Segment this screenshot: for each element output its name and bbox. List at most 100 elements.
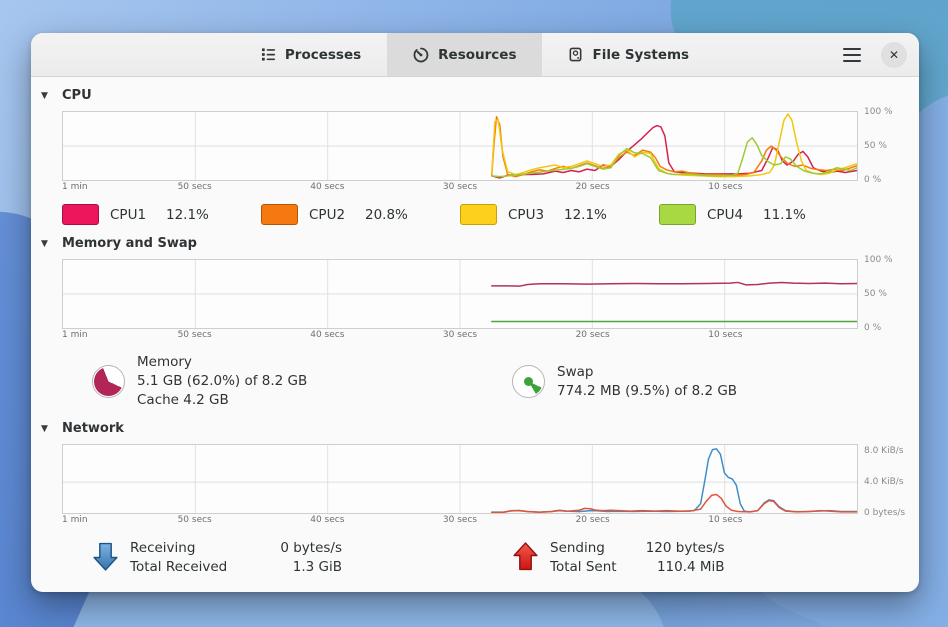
- cpu-section-header[interactable]: ▼ CPU: [31, 77, 919, 108]
- tab-file-systems[interactable]: File Systems: [542, 33, 715, 76]
- memory-title: Memory: [137, 354, 192, 370]
- memory-usage: 5.1 GB (62.0%) of 8.2 GB: [137, 373, 308, 389]
- y-tick-label: 50 %: [864, 141, 887, 151]
- system-monitor-window: Processes Resources File Systems: [31, 33, 919, 592]
- hamburger-menu-icon[interactable]: [841, 47, 863, 63]
- cpu3-label: CPU3: [508, 206, 545, 223]
- cpu4-color-swatch: [659, 204, 696, 225]
- memory-x-axis-labels: 1 min 50 secs 40 secs 30 secs 20 secs 10 secs: [62, 330, 858, 343]
- y-tick-label: 4.0 KiB/s: [864, 477, 904, 488]
- processes-icon: [261, 48, 275, 61]
- tab-resources[interactable]: Resources: [387, 33, 543, 76]
- memory-chart: 100 % 50 % 0 %: [62, 255, 893, 333]
- y-tick-label: 50 %: [864, 289, 887, 299]
- network-chart: 8.0 KiB/s 4.0 KiB/s 0 bytes/s: [62, 444, 905, 518]
- tab-label: Resources: [438, 46, 517, 63]
- memory-section: ▼ Memory and Swap 100 % 50 % 0 % 1 min 50 s…: [31, 225, 919, 410]
- swap-title: Swap: [557, 363, 594, 380]
- memory-info: Memory 5.1 GB (62.0%) of 8.2 GB Cache 4.…: [92, 353, 512, 410]
- cpu-legend: CPU1 12.1% CPU2 20.8% CPU3 12.1% CPU4 11…: [62, 204, 858, 225]
- cpu-chart: 100 % 50 % 0 %: [62, 107, 893, 185]
- receiving-info: Receiving 0 bytes/s Total Received 1.3 G…: [92, 539, 512, 577]
- cpu-section: ▼ CPU 100 % 50 % 0 % 1 min 50 secs 40 secs 30…: [31, 77, 919, 225]
- receiving-label: Receiving: [130, 540, 196, 556]
- cpu2-value: 20.8%: [365, 206, 408, 223]
- memory-section-title: Memory and Swap: [62, 236, 197, 251]
- y-tick-label: 0 %: [864, 175, 882, 185]
- resources-icon: [413, 47, 429, 62]
- x-tick-label: 10 secs: [708, 182, 743, 192]
- tab-processes[interactable]: Processes: [235, 33, 387, 76]
- sending-up-arrow-icon: [513, 542, 538, 571]
- cpu2-legend-item: CPU2 20.8%: [261, 204, 460, 225]
- x-tick-label: 40 secs: [310, 330, 345, 340]
- x-tick-label: 10 secs: [708, 330, 743, 340]
- cpu2-color-swatch: [261, 204, 298, 225]
- sending-info: Sending 120 bytes/s Total Sent 110.4 MiB: [512, 539, 879, 577]
- collapse-triangle-icon: ▼: [41, 238, 48, 249]
- cpu1-legend-item: CPU1 12.1%: [62, 204, 261, 225]
- network-x-axis-labels: 1 min 50 secs 40 secs 30 secs 20 secs 10 secs: [62, 515, 858, 528]
- swap-usage: 774.2 MB (9.5%) of 8.2 GB: [557, 382, 738, 399]
- x-tick-label: 30 secs: [442, 182, 478, 192]
- cpu-x-axis-labels: 1 min 50 secs 40 secs 30 secs 20 secs 10 secs: [62, 182, 858, 195]
- y-tick-label: 100 %: [864, 255, 893, 265]
- network-section-header[interactable]: ▼ Network: [31, 410, 919, 441]
- sending-label: Sending: [550, 540, 605, 556]
- memory-info-row: Memory 5.1 GB (62.0%) of 8.2 GB Cache 4.…: [92, 353, 879, 410]
- cpu-y-axis-labels: 100 % 50 % 0 %: [857, 107, 917, 185]
- y-tick-label: 100 %: [864, 107, 893, 117]
- total-received-value: 1.3 GiB: [292, 559, 342, 575]
- cpu2-label: CPU2: [309, 206, 346, 223]
- cpu3-legend-item: CPU3 12.1%: [460, 204, 659, 225]
- cpu3-color-swatch: [460, 204, 497, 225]
- cpu1-label: CPU1: [110, 206, 147, 223]
- swap-info: Swap 774.2 MB (9.5%) of 8.2 GB: [512, 353, 879, 410]
- total-sent-label: Total Sent: [550, 559, 617, 575]
- x-tick-label: 10 secs: [708, 515, 743, 525]
- total-received-label: Total Received: [130, 559, 228, 575]
- receiving-down-arrow-icon: [93, 542, 118, 571]
- x-tick-label: 30 secs: [442, 330, 478, 340]
- x-tick-label: 50 secs: [177, 515, 212, 525]
- y-tick-label: 0 bytes/s: [864, 508, 906, 518]
- titlebar: Processes Resources File Systems: [31, 33, 919, 77]
- collapse-triangle-icon: ▼: [41, 90, 48, 101]
- x-tick-label: 1 min: [62, 515, 88, 525]
- collapse-triangle-icon: ▼: [41, 423, 48, 434]
- x-tick-label: 20 secs: [575, 182, 610, 192]
- x-tick-label: 40 secs: [310, 182, 345, 192]
- cpu4-label: CPU4: [707, 206, 744, 223]
- window-controls: ✕: [841, 33, 907, 77]
- total-sent-value: 110.4 MiB: [656, 559, 725, 575]
- sending-rate: 120 bytes/s: [645, 540, 725, 556]
- close-button[interactable]: ✕: [881, 42, 907, 68]
- cpu4-legend-item: CPU4 11.1%: [659, 204, 858, 225]
- memory-section-header[interactable]: ▼ Memory and Swap: [31, 225, 919, 256]
- cpu4-value: 11.1%: [763, 206, 806, 223]
- y-tick-label: 0 %: [864, 323, 882, 333]
- x-tick-label: 30 secs: [442, 515, 478, 525]
- cpu-section-title: CPU: [62, 88, 92, 103]
- network-info-row: Receiving 0 bytes/s Total Received 1.3 G…: [92, 539, 879, 577]
- tab-label: File Systems: [592, 46, 690, 63]
- memory-pie-icon: [92, 365, 125, 398]
- x-tick-label: 1 min: [62, 182, 88, 192]
- memory-y-axis-labels: 100 % 50 % 0 %: [857, 255, 917, 333]
- cpu1-value: 12.1%: [166, 206, 209, 223]
- memory-cache: Cache 4.2 GB: [137, 392, 229, 408]
- x-tick-label: 20 secs: [575, 330, 610, 340]
- close-icon: ✕: [888, 48, 900, 62]
- view-tabs: Processes Resources File Systems: [235, 33, 715, 76]
- network-y-axis-labels: 8.0 KiB/s 4.0 KiB/s 0 bytes/s: [857, 445, 917, 518]
- cpu1-color-swatch: [62, 204, 99, 225]
- network-section: ▼ Network 8.0 KiB/s 4.0 KiB/s 0 bytes/s 1 …: [31, 410, 919, 577]
- cpu3-value: 12.1%: [564, 206, 607, 223]
- x-tick-label: 50 secs: [177, 330, 212, 340]
- x-tick-label: 40 secs: [310, 515, 345, 525]
- x-tick-label: 20 secs: [575, 515, 610, 525]
- file-systems-icon: [570, 47, 582, 62]
- y-tick-label: 8.0 KiB/s: [864, 446, 904, 457]
- receiving-rate: 0 bytes/s: [280, 540, 342, 556]
- tab-label: Processes: [284, 46, 362, 63]
